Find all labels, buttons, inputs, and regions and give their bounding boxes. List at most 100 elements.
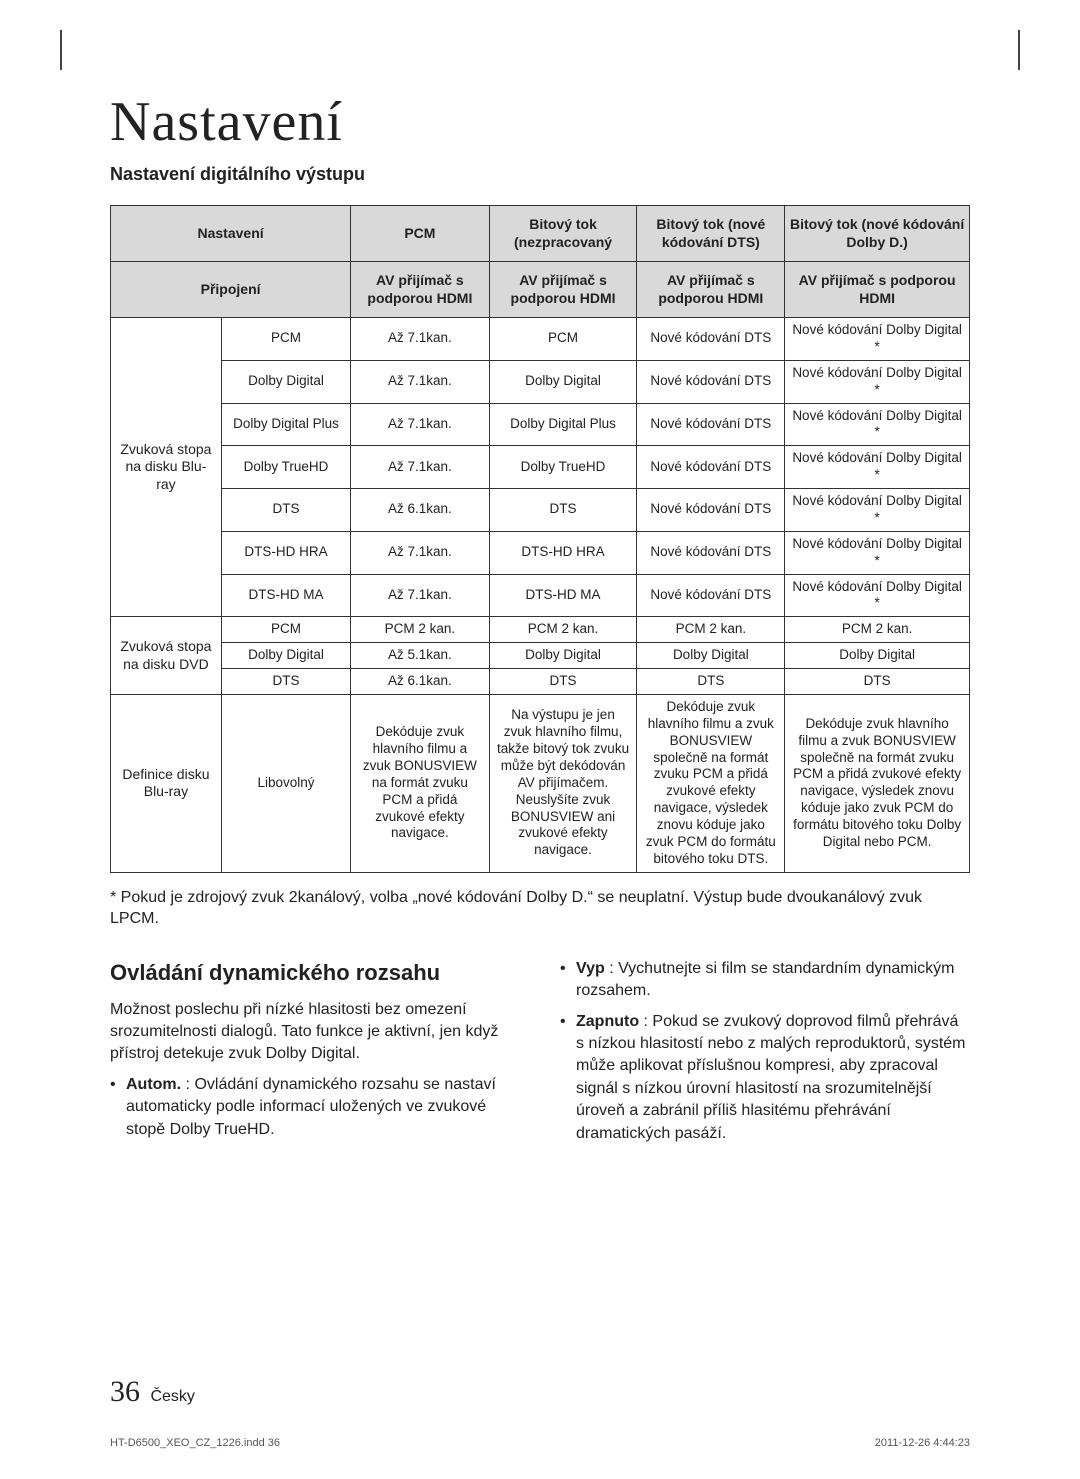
- table-row: Dolby DigitalAž 5.1kan.Dolby DigitalDolb…: [111, 643, 970, 669]
- table-cell: PCM 2 kan.: [489, 617, 637, 643]
- table-cell: DTS: [221, 489, 350, 532]
- table-cell: Až 7.1kan.: [351, 531, 490, 574]
- page: Nastavení Nastavení digitálního výstupu …: [0, 0, 1080, 1479]
- table-cell: Dolby TrueHD: [489, 446, 637, 489]
- table-cell: Až 5.1kan.: [351, 643, 490, 669]
- table-cell: DTS: [489, 489, 637, 532]
- table-header: AV přijímač s podporou HDMI: [637, 262, 785, 318]
- table-cell: DTS-HD HRA: [489, 531, 637, 574]
- table-cell: Až 7.1kan.: [351, 574, 490, 617]
- bullet-label: Autom.: [126, 1076, 181, 1093]
- table-cell: DTS-HD HRA: [221, 531, 350, 574]
- table-cell: DTS: [489, 669, 637, 695]
- table-row: Dolby TrueHDAž 7.1kan.Dolby TrueHDNové k…: [111, 446, 970, 489]
- table-cell: DTS-HD MA: [489, 574, 637, 617]
- table-header: Připojení: [111, 262, 351, 318]
- table-header: PCM: [351, 206, 490, 262]
- table-header: Nastavení: [111, 206, 351, 262]
- page-number: 36 Česky: [110, 1375, 195, 1409]
- table-cell: Na výstupu je jen zvuk hlavního filmu, t…: [489, 694, 637, 872]
- table-cell: Nové kódování DTS: [637, 318, 785, 361]
- bullet-vyp: Vyp : Vychutnejte si film se standardním…: [560, 958, 970, 1003]
- table-row: DTS-HD MAAž 7.1kan.DTS-HD MANové kódován…: [111, 574, 970, 617]
- table-cell: Nové kódování DTS: [637, 360, 785, 403]
- table-cell: PCM: [489, 318, 637, 361]
- table-header: Bitový tok (nezpracovaný: [489, 206, 637, 262]
- table-row: DTSAž 6.1kan.DTSDTSDTS: [111, 669, 970, 695]
- table-cell: Nové kódování Dolby Digital *: [785, 489, 970, 532]
- table-row: Dolby Digital PlusAž 7.1kan.Dolby Digita…: [111, 403, 970, 446]
- table-cell: Až 6.1kan.: [351, 669, 490, 695]
- table-row-group: Zvuková stopa na disku Blu-ray: [111, 318, 222, 617]
- table-header: AV přijímač s podporou HDMI: [351, 262, 490, 318]
- table-cell: Libovolný: [221, 694, 350, 872]
- table-cell: Až 7.1kan.: [351, 318, 490, 361]
- table-cell: PCM 2 kan.: [785, 617, 970, 643]
- table-cell: Nové kódování Dolby Digital *: [785, 574, 970, 617]
- table-cell: Nové kódování Dolby Digital *: [785, 446, 970, 489]
- paragraph: Možnost poslechu při nízké hlasitosti be…: [110, 999, 520, 1066]
- table-cell: Až 7.1kan.: [351, 446, 490, 489]
- left-column: Ovládání dynamického rozsahu Možnost pos…: [110, 958, 520, 1153]
- table-cell: DTS: [637, 669, 785, 695]
- table-cell: Dolby Digital: [489, 360, 637, 403]
- table-cell: Dolby Digital Plus: [489, 403, 637, 446]
- table-row-group: Definice disku Blu-ray: [111, 694, 222, 872]
- table-cell: Nové kódování Dolby Digital *: [785, 403, 970, 446]
- table-header: Bitový tok (nové kódování Dolby D.): [785, 206, 970, 262]
- table-cell: Nové kódování DTS: [637, 489, 785, 532]
- table-header: AV přijímač s podporou HDMI: [489, 262, 637, 318]
- bullet-text: : Vychutnejte si film se standardním dyn…: [576, 960, 955, 999]
- bullet-text: : Ovládání dynamického rozsahu se nastav…: [126, 1076, 496, 1138]
- footer-timestamp: 2011-12-26 4:44:23: [875, 1437, 970, 1449]
- crop-mark: [1018, 30, 1020, 70]
- bullet-zapnuto: Zapnuto : Pokud se zvukový doprovod film…: [560, 1011, 970, 1145]
- table-cell: Dekóduje zvuk hlavního filmu a zvuk BONU…: [351, 694, 490, 872]
- table-row-group: Zvuková stopa na disku DVD: [111, 617, 222, 695]
- table-cell: Dolby Digital: [489, 643, 637, 669]
- table-row: DTSAž 6.1kan.DTSNové kódování DTSNové kó…: [111, 489, 970, 532]
- table-cell: Dolby Digital: [637, 643, 785, 669]
- footer-filename: HT-D6500_XEO_CZ_1226.indd 36: [110, 1437, 280, 1449]
- bullet-label: Zapnuto: [576, 1013, 639, 1030]
- table-cell: PCM: [221, 318, 350, 361]
- table-row: Dolby DigitalAž 7.1kan.Dolby DigitalNové…: [111, 360, 970, 403]
- table-cell: Dolby TrueHD: [221, 446, 350, 489]
- table-cell: Nové kódování DTS: [637, 531, 785, 574]
- audio-output-table: NastaveníPCMBitový tok (nezpracovanýBito…: [110, 205, 970, 873]
- table-cell: Dolby Digital: [221, 643, 350, 669]
- crop-mark: [60, 30, 62, 70]
- table-cell: PCM 2 kan.: [351, 617, 490, 643]
- table-cell: DTS-HD MA: [221, 574, 350, 617]
- table-cell: Až 7.1kan.: [351, 360, 490, 403]
- table-cell: Nové kódování DTS: [637, 574, 785, 617]
- table-cell: Dolby Digital: [221, 360, 350, 403]
- table-cell: DTS: [785, 669, 970, 695]
- footnote: * Pokud je zdrojový zvuk 2kanálový, volb…: [110, 887, 970, 930]
- page-number-value: 36: [110, 1375, 140, 1408]
- two-column-text: Ovládání dynamického rozsahu Možnost pos…: [110, 958, 970, 1153]
- page-language: Česky: [150, 1388, 194, 1405]
- table-cell: Dolby Digital: [785, 643, 970, 669]
- right-column: Vyp : Vychutnejte si film se standardním…: [560, 958, 970, 1153]
- table-cell: DTS: [221, 669, 350, 695]
- page-subtitle: Nastavení digitálního výstupu: [110, 164, 970, 185]
- bullet-autom: Autom. : Ovládání dynamického rozsahu se…: [110, 1074, 520, 1141]
- table-cell: PCM: [221, 617, 350, 643]
- table-header: AV přijímač s podporou HDMI: [785, 262, 970, 318]
- table-header: Bitový tok (nové kódování DTS): [637, 206, 785, 262]
- table-cell: Dolby Digital Plus: [221, 403, 350, 446]
- table-cell: Dekóduje zvuk hlavního filmu a zvuk BONU…: [785, 694, 970, 872]
- table-cell: Nové kódování Dolby Digital *: [785, 360, 970, 403]
- table-cell: Dekóduje zvuk hlavního filmu a zvuk BONU…: [637, 694, 785, 872]
- table-cell: Až 7.1kan.: [351, 403, 490, 446]
- bullet-text: : Pokud se zvukový doprovod filmů přehrá…: [576, 1013, 966, 1142]
- table-cell: PCM 2 kan.: [637, 617, 785, 643]
- table-row: Zvuková stopa na disku DVDPCMPCM 2 kan.P…: [111, 617, 970, 643]
- table-cell: Nové kódování DTS: [637, 446, 785, 489]
- table-cell: Nové kódování Dolby Digital *: [785, 531, 970, 574]
- section-heading: Ovládání dynamického rozsahu: [110, 958, 520, 989]
- table-cell: Nové kódování Dolby Digital *: [785, 318, 970, 361]
- table-row: Definice disku Blu-rayLibovolnýDekóduje …: [111, 694, 970, 872]
- table-cell: Až 6.1kan.: [351, 489, 490, 532]
